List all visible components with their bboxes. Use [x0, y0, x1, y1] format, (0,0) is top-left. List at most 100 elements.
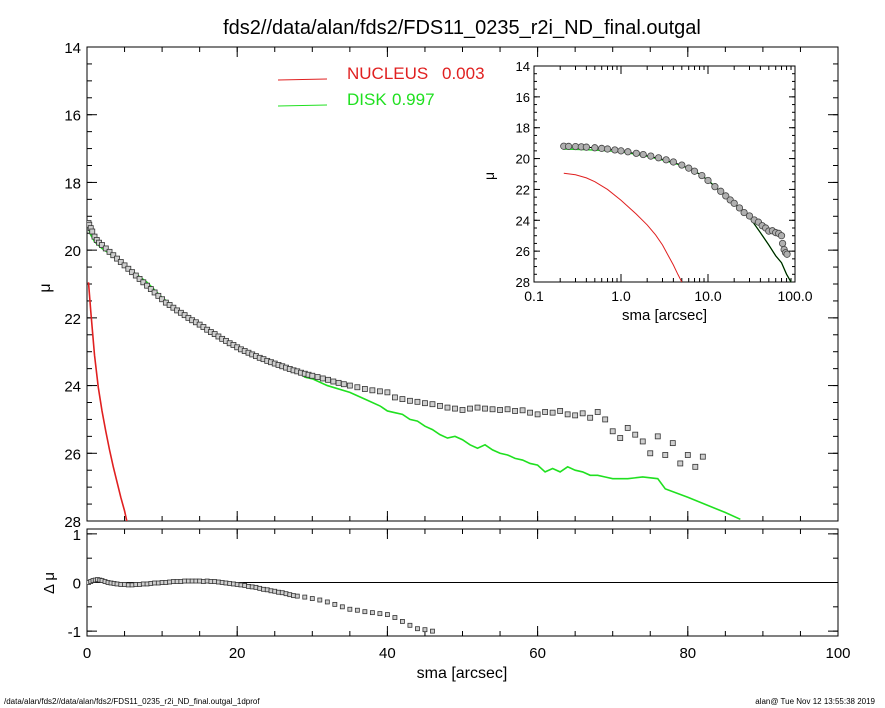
data-point	[140, 279, 147, 286]
inset-data-point	[582, 143, 590, 151]
data-point	[504, 406, 511, 413]
data-point	[617, 435, 624, 441]
inset-data-point	[611, 146, 619, 154]
data-point	[414, 398, 421, 405]
inset-data-point	[669, 158, 677, 166]
chart-title: fds2//data/alan/fds2/FDS11_0235_r2i_ND_f…	[223, 17, 701, 39]
inset-ytick-label: 16	[516, 90, 530, 105]
data-point	[474, 404, 481, 411]
main-ytick-label: 24	[64, 379, 81, 396]
inset-data-point	[598, 144, 606, 152]
data-point	[572, 412, 579, 419]
inset-data-point	[565, 142, 573, 150]
legend-value: 0.997	[392, 90, 435, 109]
inset-data-point	[722, 192, 730, 200]
residual-point	[309, 596, 315, 601]
data-point	[429, 401, 436, 408]
residual-xtick-label: 80	[679, 645, 696, 662]
data-point	[684, 452, 691, 458]
data-point	[114, 255, 120, 262]
data-point	[519, 407, 526, 414]
main-ytick-label: 28	[64, 514, 81, 531]
data-point	[587, 414, 594, 421]
data-point	[542, 409, 549, 415]
data-point	[369, 387, 376, 394]
legend-value: 0.003	[442, 64, 485, 83]
inset-data-point	[678, 161, 686, 169]
residual-point	[294, 593, 300, 599]
data-point	[579, 410, 586, 417]
inset-points	[560, 142, 791, 258]
residual-ytick-label: -1	[68, 624, 81, 641]
inset-ytick-label: 26	[516, 244, 530, 259]
data-point	[662, 452, 669, 458]
data-point	[136, 276, 143, 282]
residual-ytick-label: 0	[73, 576, 81, 593]
legend: NUCLEUS 0.003 DISK 0.997	[277, 64, 485, 109]
inset-data-point	[632, 149, 640, 157]
residual-point	[377, 611, 383, 617]
residual-point	[407, 622, 413, 628]
inset-ytick-label: 14	[516, 59, 530, 74]
data-point	[647, 450, 654, 457]
data-point	[314, 374, 321, 381]
inset-data-point	[783, 250, 791, 258]
residual-point	[430, 628, 435, 634]
inset-data-point	[730, 199, 738, 207]
inset-data-point	[624, 148, 632, 156]
residual-point	[347, 606, 353, 612]
residual-xtick-label: 100	[825, 645, 850, 662]
residual-point	[384, 612, 390, 617]
inset-ytick-label: 28	[516, 275, 530, 290]
data-point	[632, 431, 639, 438]
data-point	[557, 408, 564, 414]
inset-xtick-label: 100.0	[777, 288, 812, 304]
data-point	[482, 405, 488, 412]
residual-point	[400, 619, 405, 624]
main-panel: 14 16 18 20 22 24 26 28 μ	[37, 40, 839, 531]
data-point	[534, 411, 541, 418]
inset-data-point	[740, 208, 748, 217]
data-point-group	[87, 220, 706, 470]
residual-xlabel: sma [arcsec]	[417, 665, 508, 682]
data-point	[602, 416, 609, 423]
data-point	[452, 405, 458, 412]
data-point	[159, 296, 166, 303]
inset-data-point	[735, 204, 744, 212]
inset-data-point	[685, 164, 693, 172]
inset-data-point	[662, 156, 670, 164]
main-ytick-label: 18	[64, 175, 81, 192]
data-point	[330, 378, 337, 385]
data-point	[407, 397, 413, 404]
inset-xlabel: sma [arcsec]	[622, 307, 707, 324]
residual-point	[362, 609, 368, 615]
data-point	[117, 259, 124, 265]
data-point	[110, 252, 117, 259]
data-point	[325, 376, 331, 383]
data-point	[489, 406, 496, 413]
legend-name: DISK	[347, 90, 387, 109]
data-point	[654, 433, 661, 440]
footer-path: /data/alan/fds2//data/alan/fds2/FDS11_02…	[4, 697, 260, 706]
residual-ylabel: Δ μ	[41, 572, 58, 594]
data-point	[99, 242, 105, 248]
residual-point	[369, 610, 375, 616]
inset-data-point	[617, 147, 625, 155]
data-point	[527, 409, 533, 416]
inset-ytick-label: 22	[516, 182, 530, 197]
residual-xtick-label: 20	[229, 645, 246, 662]
inset-background	[504, 58, 825, 342]
data-point	[340, 381, 347, 388]
inset-data-point	[647, 152, 655, 160]
residual-point	[324, 599, 330, 605]
data-point	[549, 409, 556, 416]
inset-data-point	[698, 171, 706, 180]
data-point	[319, 375, 326, 382]
inset-xtick-label: 10.0	[694, 288, 721, 304]
residual-point	[415, 626, 420, 632]
inset-ytick-label: 20	[516, 152, 530, 167]
data-point	[121, 262, 128, 269]
residual-point	[317, 597, 323, 603]
main-ytick-label: 26	[64, 446, 81, 463]
